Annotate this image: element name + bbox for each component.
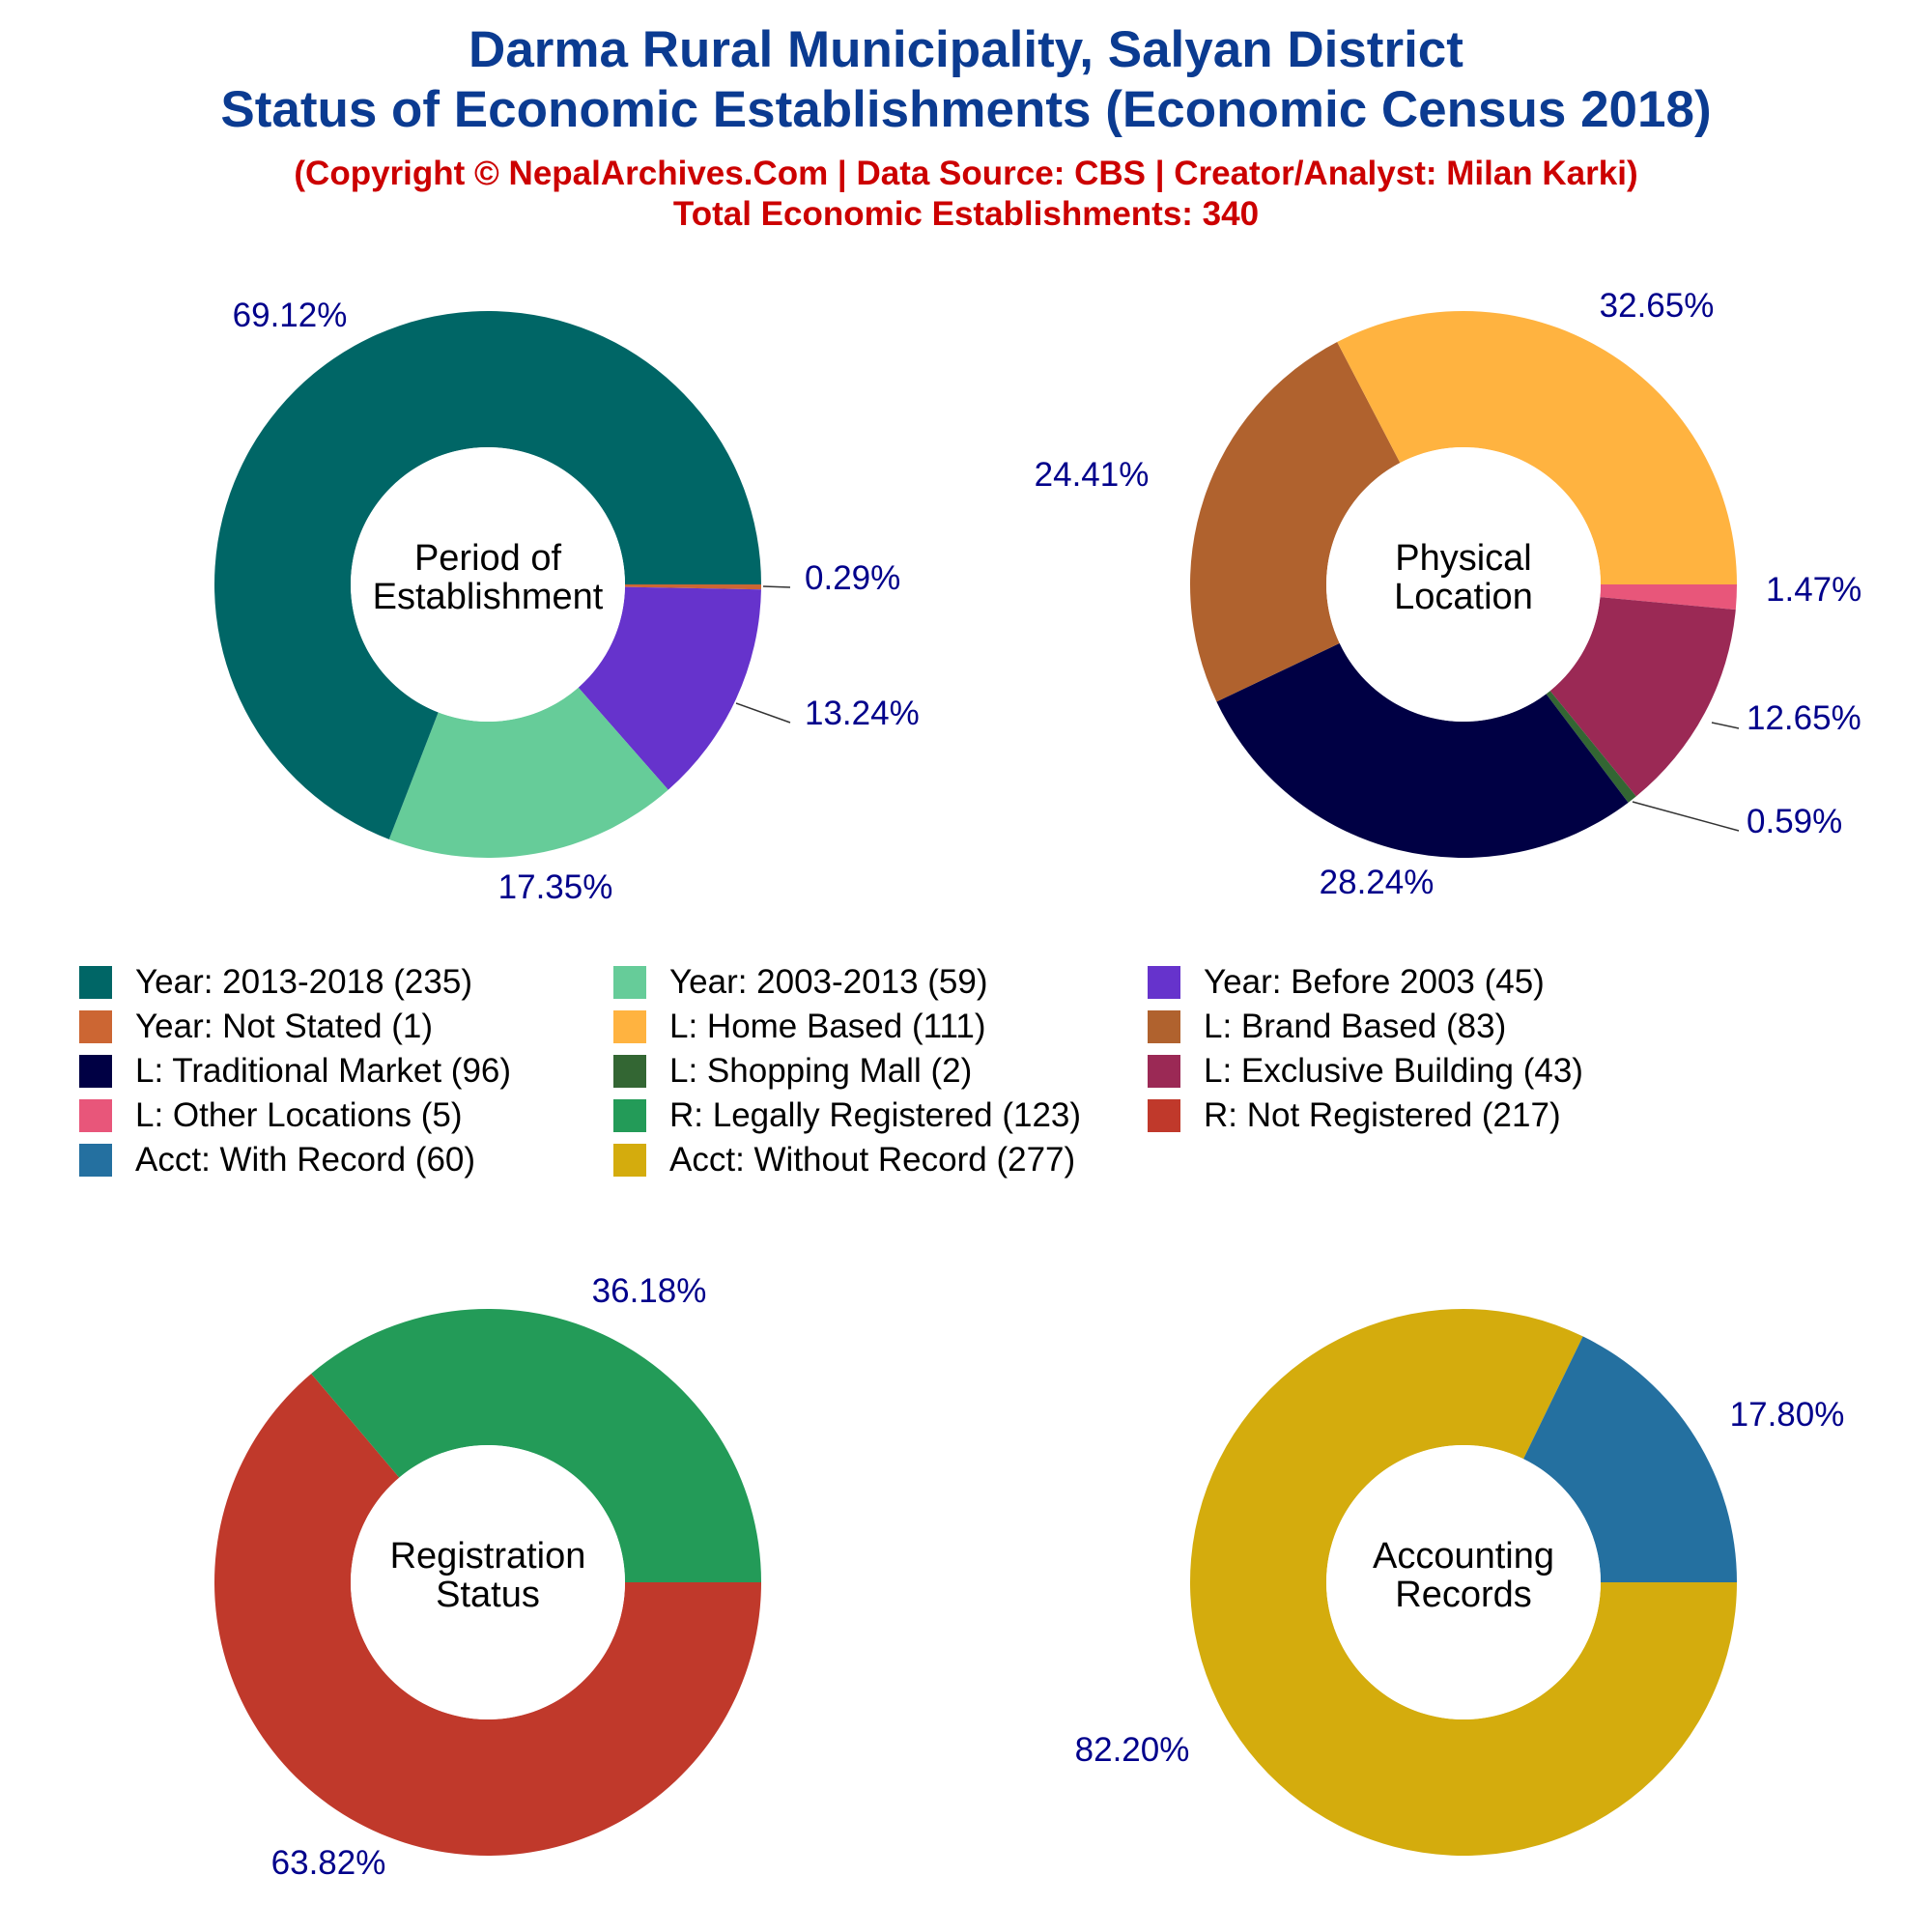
percent-label-acct-without-record-277: 82.20% — [1075, 1731, 1190, 1769]
legend-label: L: Home Based (111) — [669, 1008, 986, 1045]
legend-item: Year: Not Stated (1) — [79, 1008, 433, 1046]
percent-label-l-exclusive-building-43: 12.65% — [1747, 699, 1861, 737]
legend-swatch — [613, 966, 646, 999]
donut-center-label: Period of — [414, 538, 562, 579]
donut-center-label: Registration — [390, 1536, 586, 1577]
leader-line — [735, 702, 791, 724]
slice-acct-with-record-60 — [1523, 1336, 1737, 1582]
percent-label-r-legally-registered-123: 36.18% — [592, 1272, 707, 1310]
legend-swatch — [1148, 1099, 1180, 1132]
legend-item: R: Not Registered (217) — [1148, 1096, 1561, 1135]
copyright-subtitle: (Copyright © NepalArchives.Com | Data So… — [294, 155, 1638, 192]
donut-hole — [351, 1445, 625, 1719]
legend-swatch — [613, 1010, 646, 1043]
donut-center-label: Records — [1395, 1575, 1532, 1615]
legend-label: Acct: Without Record (277) — [669, 1141, 1076, 1179]
percent-label-l-traditional-market-96: 28.24% — [1320, 864, 1435, 901]
legend-item: Acct: Without Record (277) — [613, 1141, 1075, 1179]
legend-label: R: Legally Registered (123) — [669, 1096, 1082, 1134]
legend-swatch — [1148, 966, 1180, 999]
slice-l-brand-based-83 — [1190, 342, 1401, 702]
donut-center-label: Location — [1394, 577, 1533, 617]
slice-l-home-based-111 — [1337, 311, 1737, 584]
legend-label: L: Brand Based (83) — [1204, 1008, 1507, 1045]
legend-label: L: Traditional Market (96) — [135, 1052, 512, 1090]
legend-item: Year: 2013-2018 (235) — [79, 963, 472, 1002]
slice-year-not-stated-1 — [624, 584, 761, 590]
donut-center-label: Physical — [1395, 538, 1532, 579]
percent-label-year-not-stated-1: 0.29% — [805, 559, 900, 597]
legend-swatch — [79, 1010, 112, 1043]
percent-label-l-home-based-111: 32.65% — [1600, 287, 1715, 325]
legend-swatch — [1148, 1055, 1180, 1088]
legend-swatch — [613, 1099, 646, 1132]
legend-swatch — [613, 1055, 646, 1088]
legend-swatch — [79, 1144, 112, 1177]
percent-label-year-2013-2018-235: 69.12% — [233, 297, 348, 334]
slice-l-traditional-market-96 — [1216, 642, 1629, 858]
donut-hole — [1326, 447, 1601, 722]
donut-center-label: Accounting — [1373, 1536, 1554, 1577]
leader-line — [1711, 722, 1740, 729]
slice-l-shopping-mall-2 — [1546, 691, 1636, 803]
slice-year-before-2003-45 — [578, 586, 761, 790]
legend-label: L: Exclusive Building (43) — [1204, 1052, 1583, 1090]
slice-year-2003-2013-59 — [388, 687, 668, 858]
slice-acct-without-record-277 — [1190, 1308, 1737, 1856]
legend-label: L: Other Locations (5) — [135, 1096, 463, 1134]
leader-line — [762, 585, 791, 588]
legend-label: Acct: With Record (60) — [135, 1141, 476, 1179]
legend-label: Year: Before 2003 (45) — [1204, 963, 1545, 1001]
legend-label: L: Shopping Mall (2) — [669, 1052, 973, 1090]
legend-swatch — [79, 1055, 112, 1088]
total-establishments-subtitle: Total Economic Establishments: 340 — [672, 195, 1260, 233]
legend-label: Year: Not Stated (1) — [135, 1008, 434, 1045]
slice-year-2013-2018-235 — [213, 311, 761, 839]
slice-l-exclusive-building-43 — [1549, 597, 1736, 797]
legend-item: R: Legally Registered (123) — [613, 1096, 1081, 1135]
legend-item: L: Exclusive Building (43) — [1148, 1052, 1583, 1091]
percent-label-l-brand-based-83: 24.41% — [1035, 456, 1150, 494]
chart-title-line-1: Darma Rural Municipality, Salyan Distric… — [469, 21, 1463, 78]
legend-item: L: Home Based (111) — [613, 1008, 985, 1046]
percent-label-l-other-locations-5: 1.47% — [1766, 571, 1861, 609]
leader-line — [1632, 801, 1740, 832]
percent-label-year-before-2003-45: 13.24% — [805, 695, 920, 732]
donut-center-label: Status — [436, 1575, 540, 1615]
legend-label: Year: 2013-2018 (235) — [135, 963, 472, 1001]
percent-label-r-not-registered-217: 63.82% — [271, 1844, 386, 1882]
slice-l-other-locations-5 — [1600, 584, 1737, 611]
legend-item: Acct: With Record (60) — [79, 1141, 475, 1179]
legend-swatch — [613, 1144, 646, 1177]
legend-swatch — [1148, 1010, 1180, 1043]
legend-item: L: Other Locations (5) — [79, 1096, 463, 1135]
donut-center-label: Establishment — [373, 577, 604, 617]
legend-item: L: Brand Based (83) — [1148, 1008, 1506, 1046]
legend-label: Year: 2003-2013 (59) — [669, 963, 988, 1001]
legend-item: Year: 2003-2013 (59) — [613, 963, 988, 1002]
percent-label-year-2003-2013-59: 17.35% — [498, 868, 613, 906]
chart-title-line-2: Status of Economic Establishments (Econo… — [220, 81, 1712, 138]
percent-label-acct-with-record-60: 17.80% — [1730, 1396, 1845, 1434]
legend-item: L: Traditional Market (96) — [79, 1052, 511, 1091]
slice-r-not-registered-217 — [213, 1373, 762, 1856]
percent-label-l-shopping-mall-2: 0.59% — [1747, 803, 1842, 840]
legend-item: Year: Before 2003 (45) — [1148, 963, 1545, 1002]
donut-hole — [351, 447, 625, 722]
slice-r-legally-registered-123 — [311, 1309, 761, 1582]
legend-label: R: Not Registered (217) — [1204, 1096, 1561, 1134]
legend-swatch — [79, 1099, 112, 1132]
donut-hole — [1326, 1445, 1601, 1719]
legend-swatch — [79, 966, 112, 999]
legend-item: L: Shopping Mall (2) — [613, 1052, 972, 1091]
